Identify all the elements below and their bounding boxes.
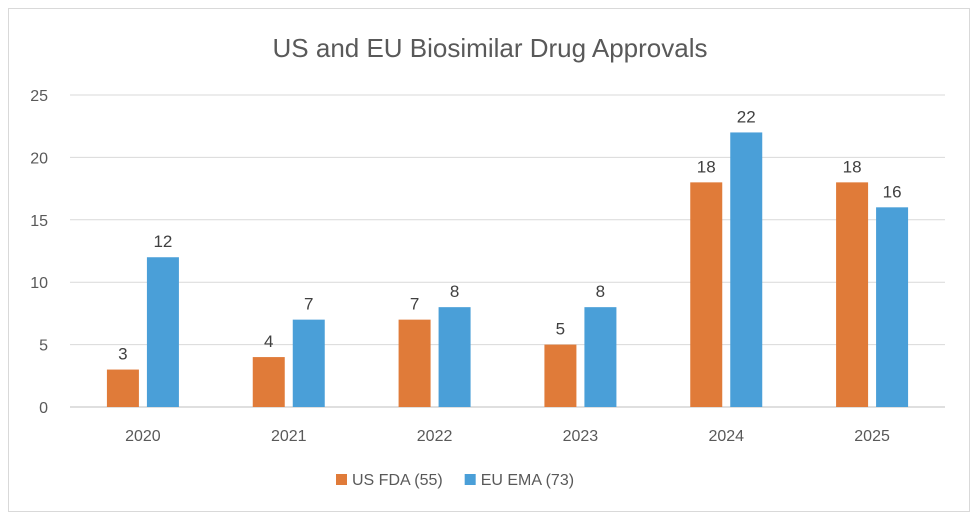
y-tick-label: 5 [39,338,48,355]
bars [106,132,909,407]
y-tick-label: 15 [30,213,48,230]
y-axis: 0 5 10 15 20 25 [30,88,48,417]
x-tick-label: 2020 [125,428,161,445]
data-label: 3 [118,345,127,364]
bar [690,182,723,407]
y-tick-label: 20 [30,150,48,167]
bar [252,357,285,407]
x-axis: 2020 2021 2022 2023 2024 2025 [125,428,890,445]
data-label: 18 [843,157,862,176]
legend-swatch [464,474,476,485]
gridlines [70,94,945,408]
bar [438,307,471,407]
y-tick-label: 0 [39,400,48,417]
x-tick-label: 2021 [271,428,307,445]
bar [836,182,869,407]
x-tick-label: 2024 [708,428,744,445]
legend-label: EU EMA (73) [481,472,574,489]
y-tick-label: 25 [30,88,48,105]
data-label: 5 [556,320,565,339]
data-label: 4 [264,332,273,351]
bar [876,207,909,407]
bar [146,257,179,407]
legend-swatch [336,474,347,485]
bar [544,344,577,407]
x-tick-label: 2023 [563,428,599,445]
data-label: 16 [883,182,902,201]
data-label: 7 [304,295,313,314]
data-label: 22 [737,107,756,126]
data-label: 12 [153,232,172,251]
data-label: 7 [410,295,419,314]
bar [730,132,763,407]
data-label: 18 [697,157,716,176]
x-tick-label: 2025 [854,428,890,445]
chart-title: US and EU Biosimilar Drug Approvals [273,33,708,63]
bar [106,369,139,407]
legend-label: US FDA (55) [352,472,443,489]
bar [584,307,617,407]
y-tick-label: 10 [30,275,48,292]
bar [398,319,431,407]
data-labels: 3 12 4 7 7 8 5 8 18 22 18 16 [118,107,901,363]
legend: US FDA (55) EU EMA (73) [336,472,574,489]
bar [292,319,325,407]
data-label: 8 [596,282,605,301]
x-tick-label: 2022 [417,428,453,445]
data-label: 8 [450,282,459,301]
